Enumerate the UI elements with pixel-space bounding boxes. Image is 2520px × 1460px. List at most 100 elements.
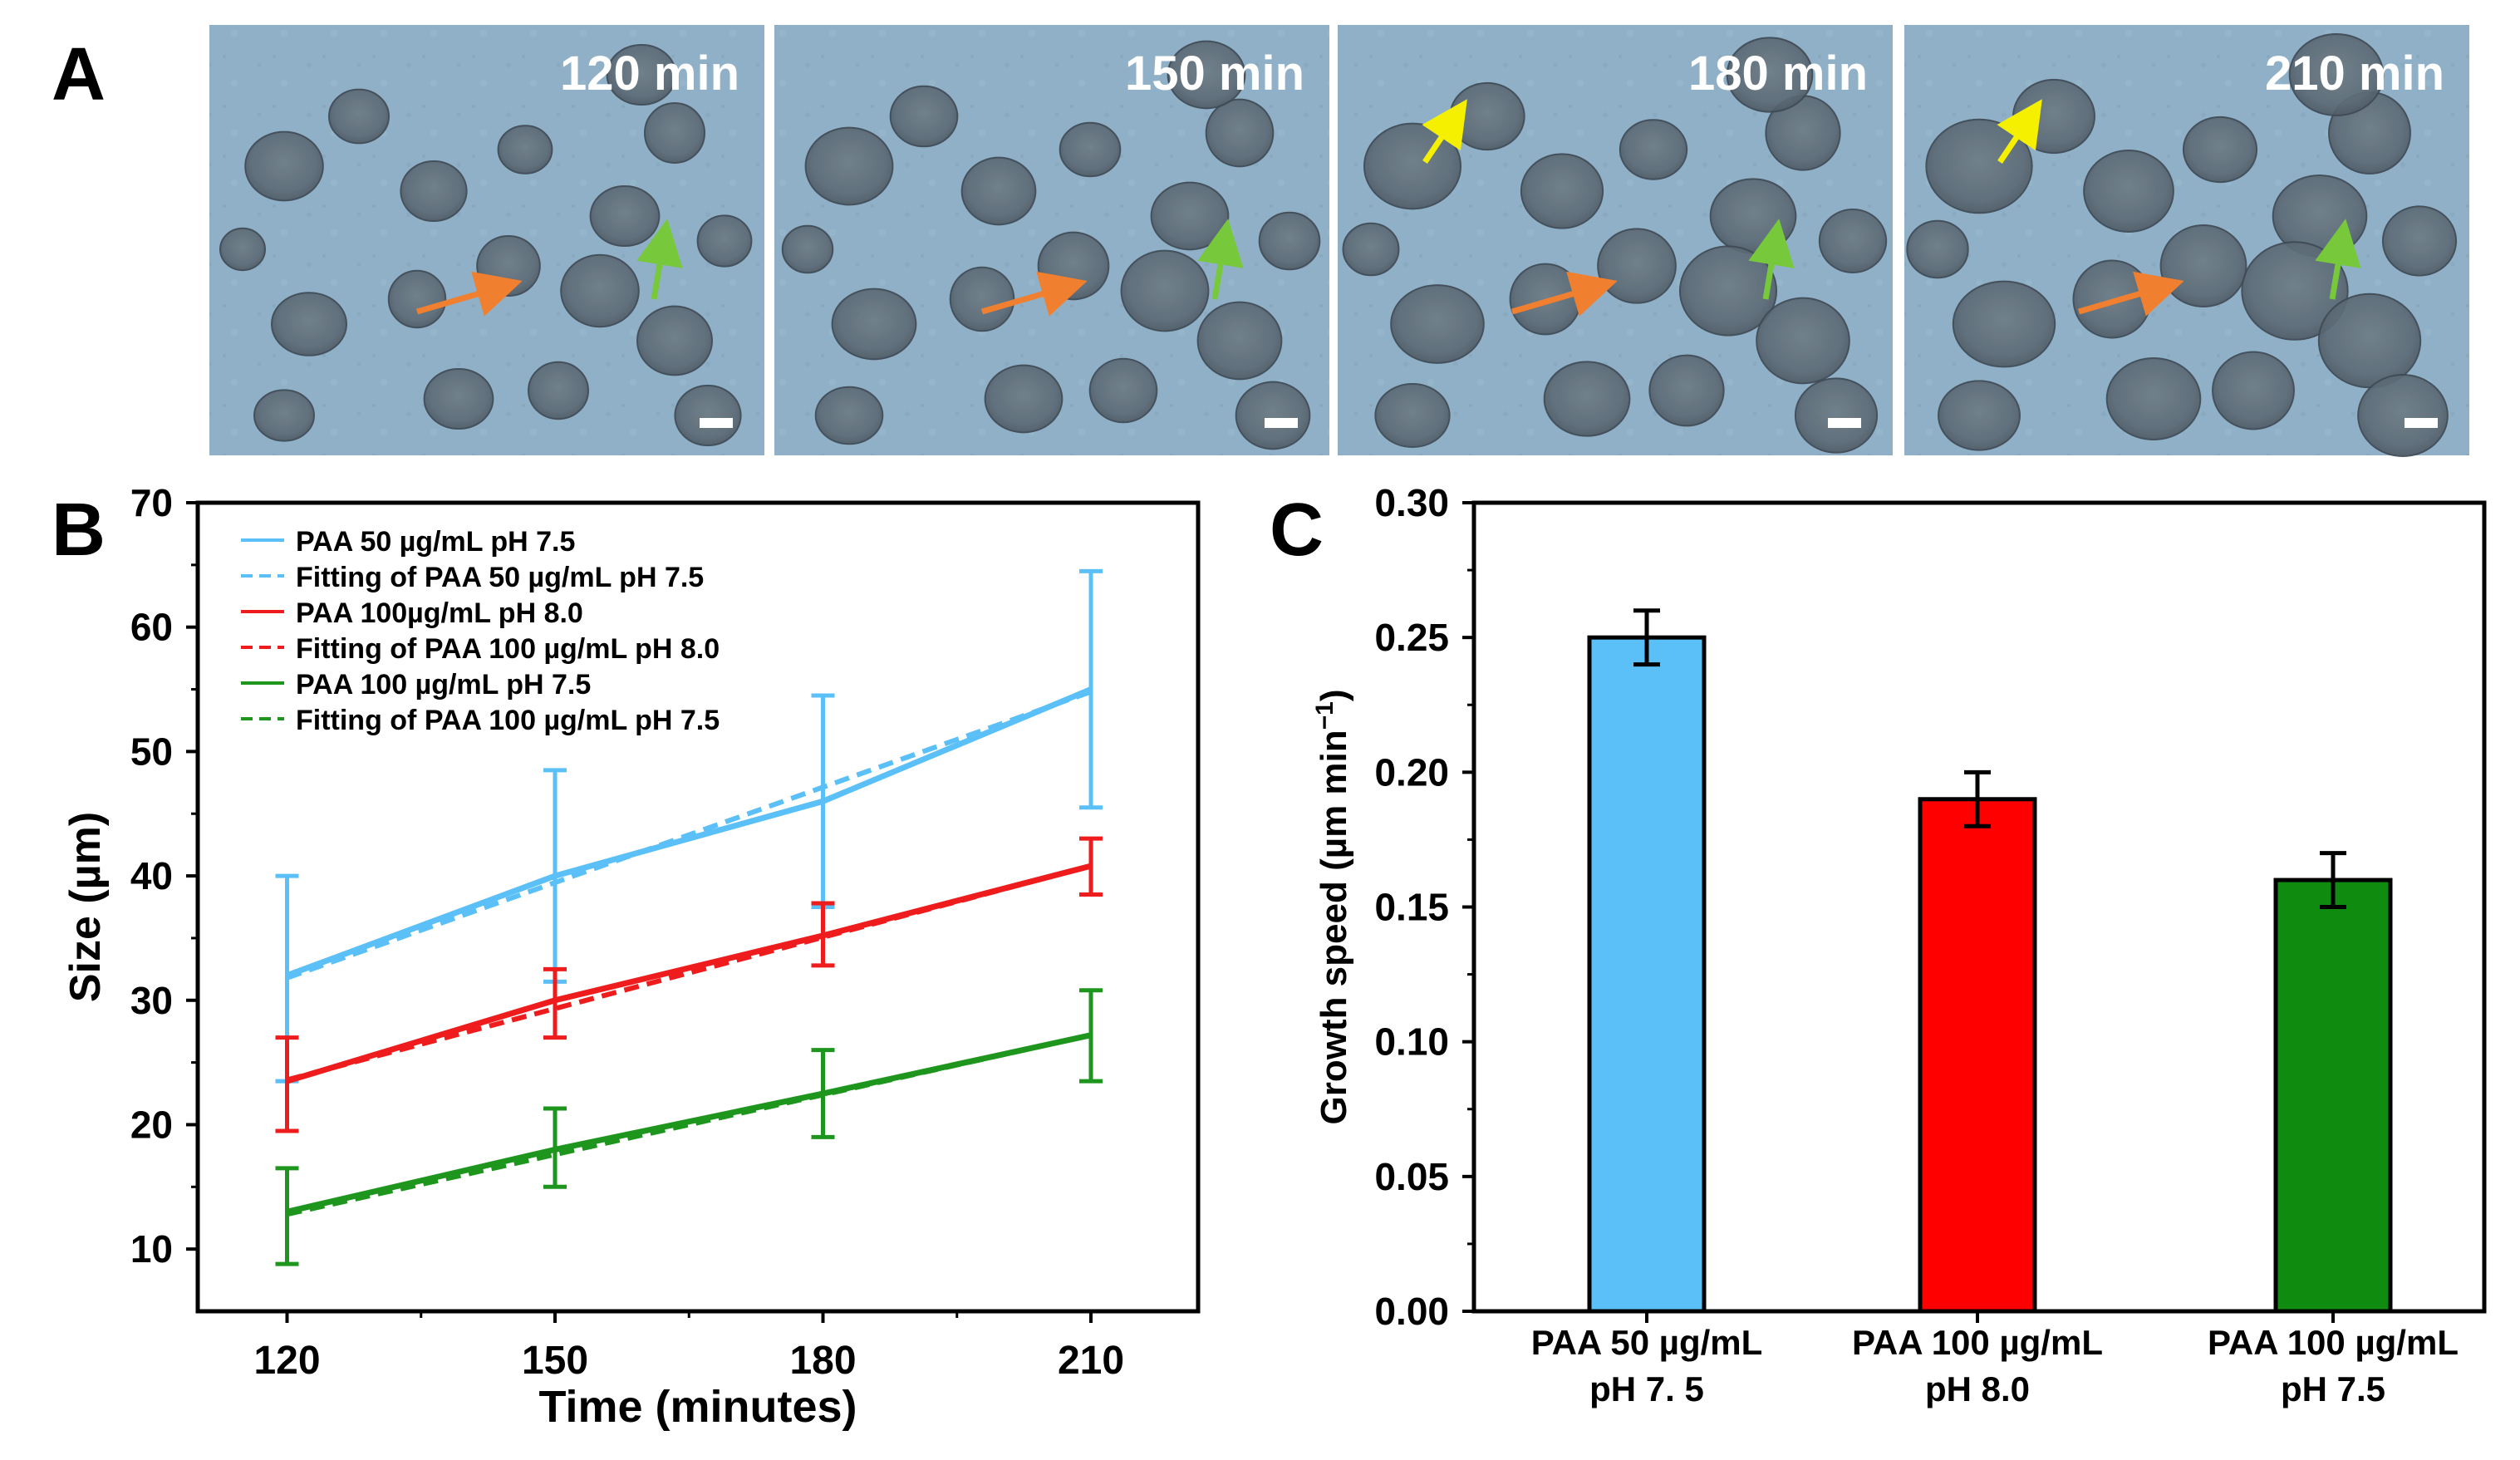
cell-aggregate <box>528 361 589 420</box>
cell-aggregate <box>2212 351 2295 430</box>
yellow-arrow <box>1422 99 1467 164</box>
y-tick-label: 0.20 <box>1374 750 1449 794</box>
green-arrow <box>1197 219 1244 300</box>
green-arrow <box>2315 219 2361 300</box>
cell-aggregate <box>2159 224 2247 307</box>
x-tick-label: 120 <box>253 1339 320 1383</box>
x-tick-label: 210 <box>1058 1339 1124 1383</box>
cell-aggregate <box>1619 119 1688 180</box>
y-tick-label: 0.05 <box>1374 1155 1449 1198</box>
cell-aggregate <box>960 156 1037 226</box>
cell-aggregate <box>1390 284 1485 364</box>
cell-aggregate <box>271 292 347 356</box>
cell-aggregate <box>1756 297 1850 385</box>
cell-aggregate <box>2357 374 2449 457</box>
y-tick-label: 50 <box>130 730 173 773</box>
cell-aggregate <box>1120 249 1210 332</box>
legend-label: Fitting of PAA 100 µg/mL pH 8.0 <box>296 633 720 665</box>
y-tick-label: 20 <box>130 1103 173 1146</box>
cell-aggregate <box>1648 354 1725 427</box>
y-tick-label: 0.15 <box>1374 886 1449 929</box>
data-line <box>286 863 1092 1084</box>
scale-bar <box>2405 418 2438 428</box>
cell-aggregate <box>2012 78 2095 155</box>
orange-arrow <box>981 271 1088 317</box>
cell-aggregate <box>949 266 1015 332</box>
cell-aggregate <box>1709 178 1797 254</box>
x-axis-label: Time (minutes) <box>538 1382 857 1432</box>
cell-aggregate <box>244 130 324 202</box>
legend-label: Fitting of PAA 50 µg/mL pH 7.5 <box>296 562 704 593</box>
cell-aggregate <box>984 364 1064 434</box>
bar <box>1918 797 2037 1314</box>
x-tick-label: 150 <box>522 1339 588 1383</box>
micrograph-1: 120 min <box>209 25 764 455</box>
cell-aggregate <box>328 88 390 145</box>
bar <box>1587 635 1707 1314</box>
y-tick-label: 30 <box>130 979 173 1022</box>
time-label: 210 min <box>2265 47 2444 101</box>
cell-aggregate <box>1059 121 1122 178</box>
time-label: 120 min <box>560 47 739 101</box>
yellow-arrow <box>1997 99 2042 164</box>
scale-bar <box>700 418 733 428</box>
cell-aggregate <box>2317 292 2422 389</box>
cell-aggregate <box>497 125 553 175</box>
cell-aggregate <box>1205 98 1275 168</box>
y-tick-label: 0.10 <box>1374 1020 1449 1064</box>
green-arrow <box>636 219 683 300</box>
panel-letter-b: B <box>52 489 106 572</box>
cell-aggregate <box>2288 33 2385 116</box>
cell-aggregate <box>1543 361 1631 437</box>
x-category-label: PAA 100 µg/mL <box>1852 1323 2103 1362</box>
y-axis-label-superscript: −1 <box>1311 701 1339 730</box>
cell-aggregate <box>2182 116 2258 184</box>
y-axis-label-main: Growth speed (µm min <box>1314 730 1354 1124</box>
cell-aggregate <box>1374 383 1451 448</box>
cell-aggregate <box>814 386 884 445</box>
panel-letter-a: A <box>52 33 106 116</box>
cell-aggregate <box>2083 150 2174 233</box>
micrograph-3: 180 min <box>1338 25 1893 455</box>
cell-aggregate <box>606 44 677 106</box>
cell-aggregate <box>1363 122 1462 210</box>
cell-aggregate <box>1726 37 1814 113</box>
legend-label: Fitting of PAA 100 µg/mL pH 7.5 <box>296 705 720 736</box>
cell-aggregate <box>1952 280 2056 368</box>
x-category-sublabel: pH 7. 5 <box>1589 1369 1704 1408</box>
y-tick-label: 60 <box>130 606 173 649</box>
y-tick-label: 0.30 <box>1374 481 1449 524</box>
cell-aggregate <box>589 185 661 247</box>
plot-frame <box>195 500 1201 1314</box>
line-chart: 10 20 30 40 50 60 70 120 150 180 210 Time (minutes)… <box>61 481 1201 1432</box>
cell-aggregate <box>1088 357 1158 424</box>
data-line <box>286 686 1093 979</box>
micrograph-strip: 120 min 150 min 180 min 210 min <box>209 25 2469 457</box>
scale-bar <box>1265 418 1298 428</box>
cell-aggregate <box>423 368 494 430</box>
panel-letter-c: C <box>1270 489 1324 572</box>
x-category-sublabel: pH 7.5 <box>2281 1369 2385 1408</box>
cell-aggregate <box>1597 228 1677 304</box>
cell-aggregate <box>1342 222 1400 277</box>
legend-label: PAA 100µg/mL pH 8.0 <box>296 597 583 629</box>
legend-label: PAA 50 µg/mL pH 7.5 <box>296 526 575 558</box>
cell-aggregate <box>1520 153 1604 229</box>
cell-aggregate <box>387 269 447 329</box>
cell-aggregate <box>1678 245 1778 337</box>
fit-line <box>286 689 1093 981</box>
cell-aggregate <box>804 126 894 206</box>
cell-aggregate <box>674 385 742 446</box>
cell-aggregate <box>1150 181 1230 251</box>
bar <box>2273 877 2393 1314</box>
orange-arrow <box>1511 271 1618 317</box>
cell-aggregate <box>636 305 713 376</box>
y-tick-label: 10 <box>130 1227 173 1271</box>
time-label: 180 min <box>1688 47 1868 101</box>
x-category-sublabel: pH 8.0 <box>1925 1369 2030 1408</box>
cell-aggregate <box>2105 357 2202 440</box>
cell-aggregate <box>253 389 315 442</box>
cell-aggregate <box>1167 40 1246 110</box>
micrograph-4: 210 min <box>1904 25 2469 457</box>
micrograph-2: 150 min <box>774 25 1329 455</box>
